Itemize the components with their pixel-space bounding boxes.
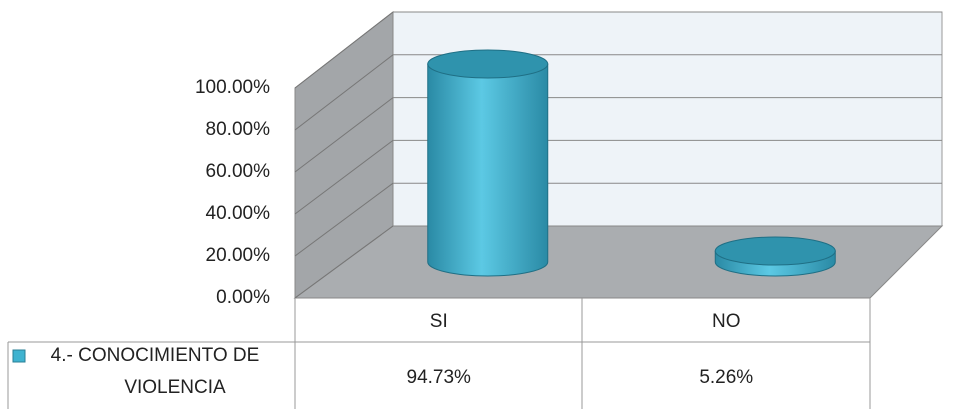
- bar: [714, 236, 836, 277]
- grid-line: [294, 54, 394, 131]
- y-tick-label: 100.00%: [195, 77, 270, 98]
- floor: [293, 225, 944, 299]
- table-value: 94.73%: [407, 367, 472, 388]
- x-tick-label: SI: [430, 311, 448, 332]
- y-tick-label: 20.00%: [206, 245, 271, 266]
- y-tick-label: 80.00%: [206, 119, 271, 140]
- y-tick-label: 40.00%: [206, 203, 271, 224]
- table-value: 5.26%: [699, 367, 753, 388]
- grid-line: [294, 11, 394, 89]
- grid-line: [294, 182, 394, 257]
- data-table: [7, 298, 871, 409]
- legend-label: 4.- CONOCIMIENTO DE VIOLENCIA: [51, 345, 260, 398]
- bar: [427, 49, 549, 277]
- bar-body: [427, 63, 549, 277]
- marks: [427, 49, 836, 277]
- grid-line: [294, 225, 394, 299]
- y-tick-label: 60.00%: [206, 161, 271, 182]
- bar-top: [427, 49, 549, 79]
- legend-swatch: [12, 349, 26, 363]
- bar-top: [714, 236, 836, 266]
- grid-line: [294, 97, 394, 173]
- y-tick-label: 0.00%: [216, 287, 270, 308]
- grid-line: [294, 140, 394, 215]
- x-tick-label: NO: [712, 311, 741, 332]
